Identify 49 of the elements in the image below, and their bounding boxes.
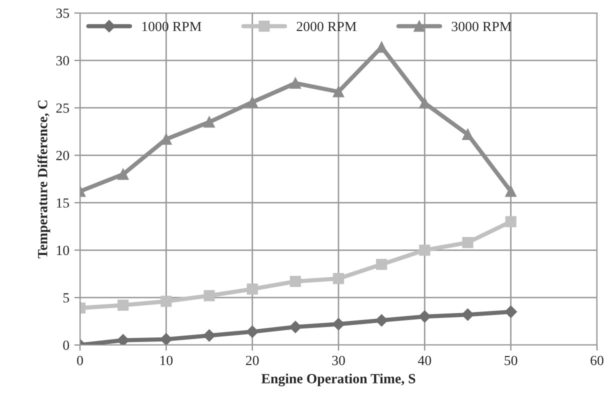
point [246, 326, 258, 338]
point [376, 42, 388, 53]
point [204, 116, 215, 128]
x-axis-title: Engine Operation Time, S [261, 374, 416, 386]
point [462, 237, 474, 248]
x-tick-label: 60 [590, 356, 604, 366]
point [246, 283, 258, 295]
point [290, 78, 301, 89]
point [160, 333, 172, 345]
point [160, 296, 172, 307]
legend-label: 3000 RPM [452, 22, 512, 32]
y-tick-label: 15 [56, 198, 70, 208]
point [332, 318, 345, 330]
point [376, 258, 388, 270]
y-tick-label: 10 [56, 246, 70, 256]
x-tick-label: 40 [418, 356, 432, 366]
point [419, 98, 430, 109]
legend-label: 1000 RPM [142, 22, 202, 32]
point [418, 310, 431, 323]
y-axis-title: Temperature Difference, C [37, 100, 50, 258]
y-tick-label: 30 [56, 56, 70, 66]
legend-label: 2000 RPM [296, 22, 356, 32]
point [332, 86, 344, 98]
point [375, 314, 388, 326]
y-tick-label: 0 [63, 340, 70, 350]
point [504, 306, 517, 318]
point [505, 216, 516, 228]
point [462, 308, 474, 321]
point [118, 300, 129, 311]
point [246, 96, 258, 108]
point [332, 273, 344, 284]
point [203, 329, 216, 342]
point [505, 186, 516, 197]
x-tick-label: 50 [504, 356, 518, 366]
y-tick-label: 5 [63, 293, 70, 303]
point [462, 128, 474, 140]
point [204, 290, 215, 302]
y-tick-label: 25 [56, 103, 70, 113]
point [419, 244, 430, 256]
y-tick-label: 35 [56, 8, 70, 18]
point [290, 276, 301, 287]
x-tick-label: 20 [246, 356, 259, 366]
y-tick-label: 20 [56, 150, 70, 160]
x-tick-label: 0 [77, 356, 83, 366]
point [116, 334, 130, 345]
x-tick-label: 30 [332, 356, 345, 366]
point [289, 320, 302, 334]
point [118, 168, 129, 180]
x-tick-label: 10 [160, 356, 173, 366]
